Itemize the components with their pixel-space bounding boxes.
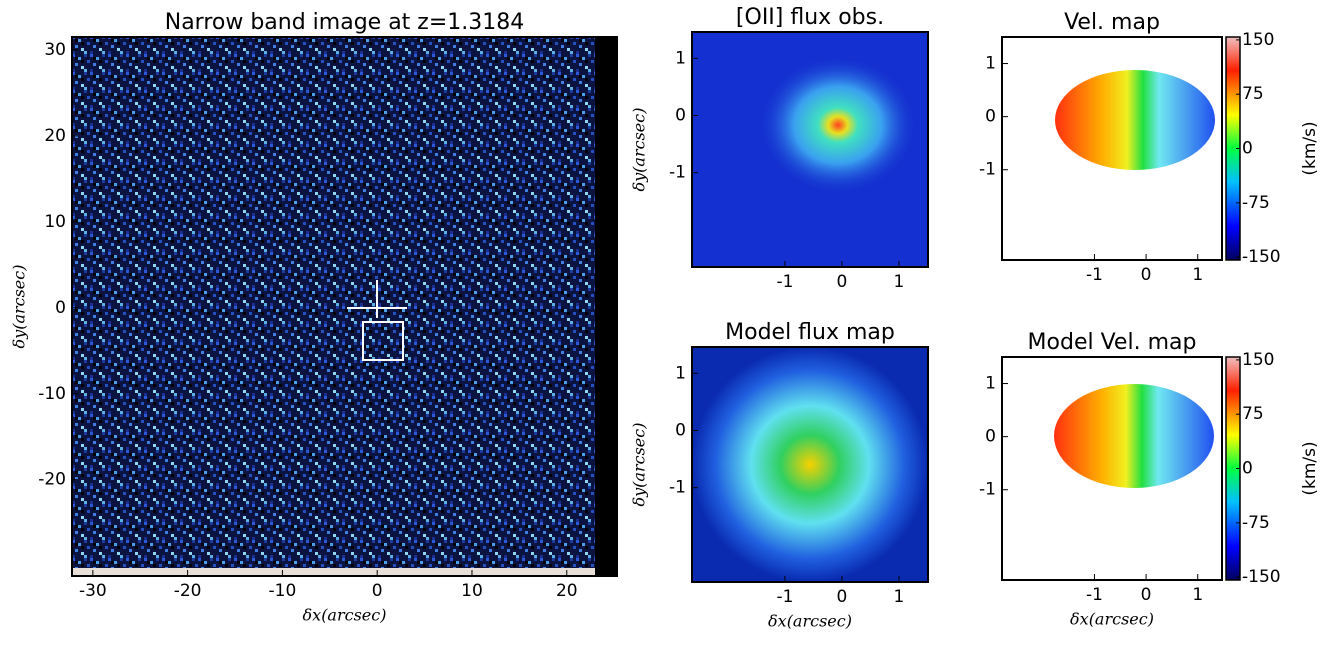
image-blob bbox=[758, 55, 918, 195]
axes-frame bbox=[1001, 36, 1223, 261]
y-axis-label: δy(arcsec) bbox=[630, 108, 649, 192]
colorbar-tick-label: 150 bbox=[1242, 350, 1274, 370]
image bbox=[692, 347, 928, 582]
axes-frame bbox=[691, 346, 929, 583]
y-tick-label: 1 bbox=[675, 363, 686, 383]
chart-title: [OII] flux obs. bbox=[736, 5, 884, 30]
colorbar-tick-label: -150 bbox=[1242, 247, 1281, 267]
chart-title: Model Vel. map bbox=[1028, 330, 1197, 355]
colorbar-label: (km/s) bbox=[1300, 121, 1320, 175]
y-tick-label: 0 bbox=[675, 420, 686, 440]
y-tick-label: -1 bbox=[669, 478, 686, 498]
y-tick-label: 1 bbox=[675, 48, 686, 68]
chart-title: Narrow band image at z=1.3184 bbox=[165, 10, 525, 35]
x-tick-label: 0 bbox=[1141, 585, 1152, 605]
colorbar-tick-label: 75 bbox=[1242, 84, 1264, 104]
x-tick-label: -1 bbox=[776, 272, 793, 292]
image bbox=[72, 37, 617, 576]
x-tick-label: -1 bbox=[1086, 265, 1103, 285]
x-tick-label: 1 bbox=[894, 587, 905, 607]
y-axis-label: δy(arcsec) bbox=[10, 265, 29, 349]
colorbar-tick-label: -75 bbox=[1242, 193, 1270, 213]
y-tick-label: 10 bbox=[44, 212, 66, 232]
x-tick-label: -1 bbox=[776, 587, 793, 607]
y-tick-label: 30 bbox=[44, 40, 66, 60]
x-tick-label: 20 bbox=[556, 581, 578, 601]
colorbar-tick-label: 0 bbox=[1242, 459, 1253, 479]
x-tick-label: 1 bbox=[894, 272, 905, 292]
x-tick-label: -1 bbox=[1086, 585, 1103, 605]
y-tick-label: 1 bbox=[985, 374, 996, 394]
image-edge bbox=[595, 37, 617, 576]
axes-frame bbox=[71, 36, 618, 577]
colorbar-tick-label: 150 bbox=[1242, 30, 1274, 50]
y-tick-label: 0 bbox=[985, 427, 996, 447]
y-tick-label: -20 bbox=[38, 470, 66, 490]
y-tick-label: -10 bbox=[38, 384, 66, 404]
x-tick-label: -10 bbox=[269, 581, 297, 601]
x-axis-label: δx(arcsec) bbox=[303, 606, 387, 625]
chart-title: Vel. map bbox=[1064, 10, 1160, 35]
x-axis-label: δx(arcsec) bbox=[768, 612, 852, 631]
colorbar-tick-label: -150 bbox=[1242, 567, 1281, 587]
y-tick-label: -1 bbox=[669, 163, 686, 183]
image-edge bbox=[72, 568, 617, 576]
y-tick-label: 0 bbox=[675, 105, 686, 125]
x-tick-label: 10 bbox=[461, 581, 483, 601]
x-tick-label: -20 bbox=[174, 581, 202, 601]
x-tick-label: 1 bbox=[1192, 265, 1203, 285]
x-tick-label: 1 bbox=[1192, 585, 1203, 605]
x-tick-label: -30 bbox=[79, 581, 107, 601]
y-tick-label: 20 bbox=[44, 126, 66, 146]
image-blob bbox=[1054, 384, 1214, 488]
x-tick-label: 0 bbox=[1141, 265, 1152, 285]
colorbar-tick-label: 75 bbox=[1242, 404, 1264, 424]
y-tick-label: -1 bbox=[979, 160, 996, 180]
x-tick-label: 0 bbox=[837, 587, 848, 607]
chart-title: Model flux map bbox=[725, 320, 895, 345]
axes-frame bbox=[1001, 356, 1223, 581]
x-tick-label: 0 bbox=[837, 272, 848, 292]
colorbar-tick-label: -75 bbox=[1242, 513, 1270, 533]
y-tick-label: 0 bbox=[55, 298, 66, 318]
x-axis-label: δx(arcsec) bbox=[1070, 610, 1154, 629]
y-tick-label: 1 bbox=[985, 54, 996, 74]
image-blob bbox=[1055, 70, 1215, 170]
y-axis-label: δy(arcsec) bbox=[630, 423, 649, 507]
marker-box bbox=[362, 321, 404, 361]
y-tick-label: 0 bbox=[985, 107, 996, 127]
colorbar-tick-label: 0 bbox=[1242, 139, 1253, 159]
axes-frame bbox=[691, 31, 929, 268]
colorbar-label: (km/s) bbox=[1300, 441, 1320, 495]
x-tick-label: 0 bbox=[372, 581, 383, 601]
y-tick-label: -1 bbox=[979, 480, 996, 500]
